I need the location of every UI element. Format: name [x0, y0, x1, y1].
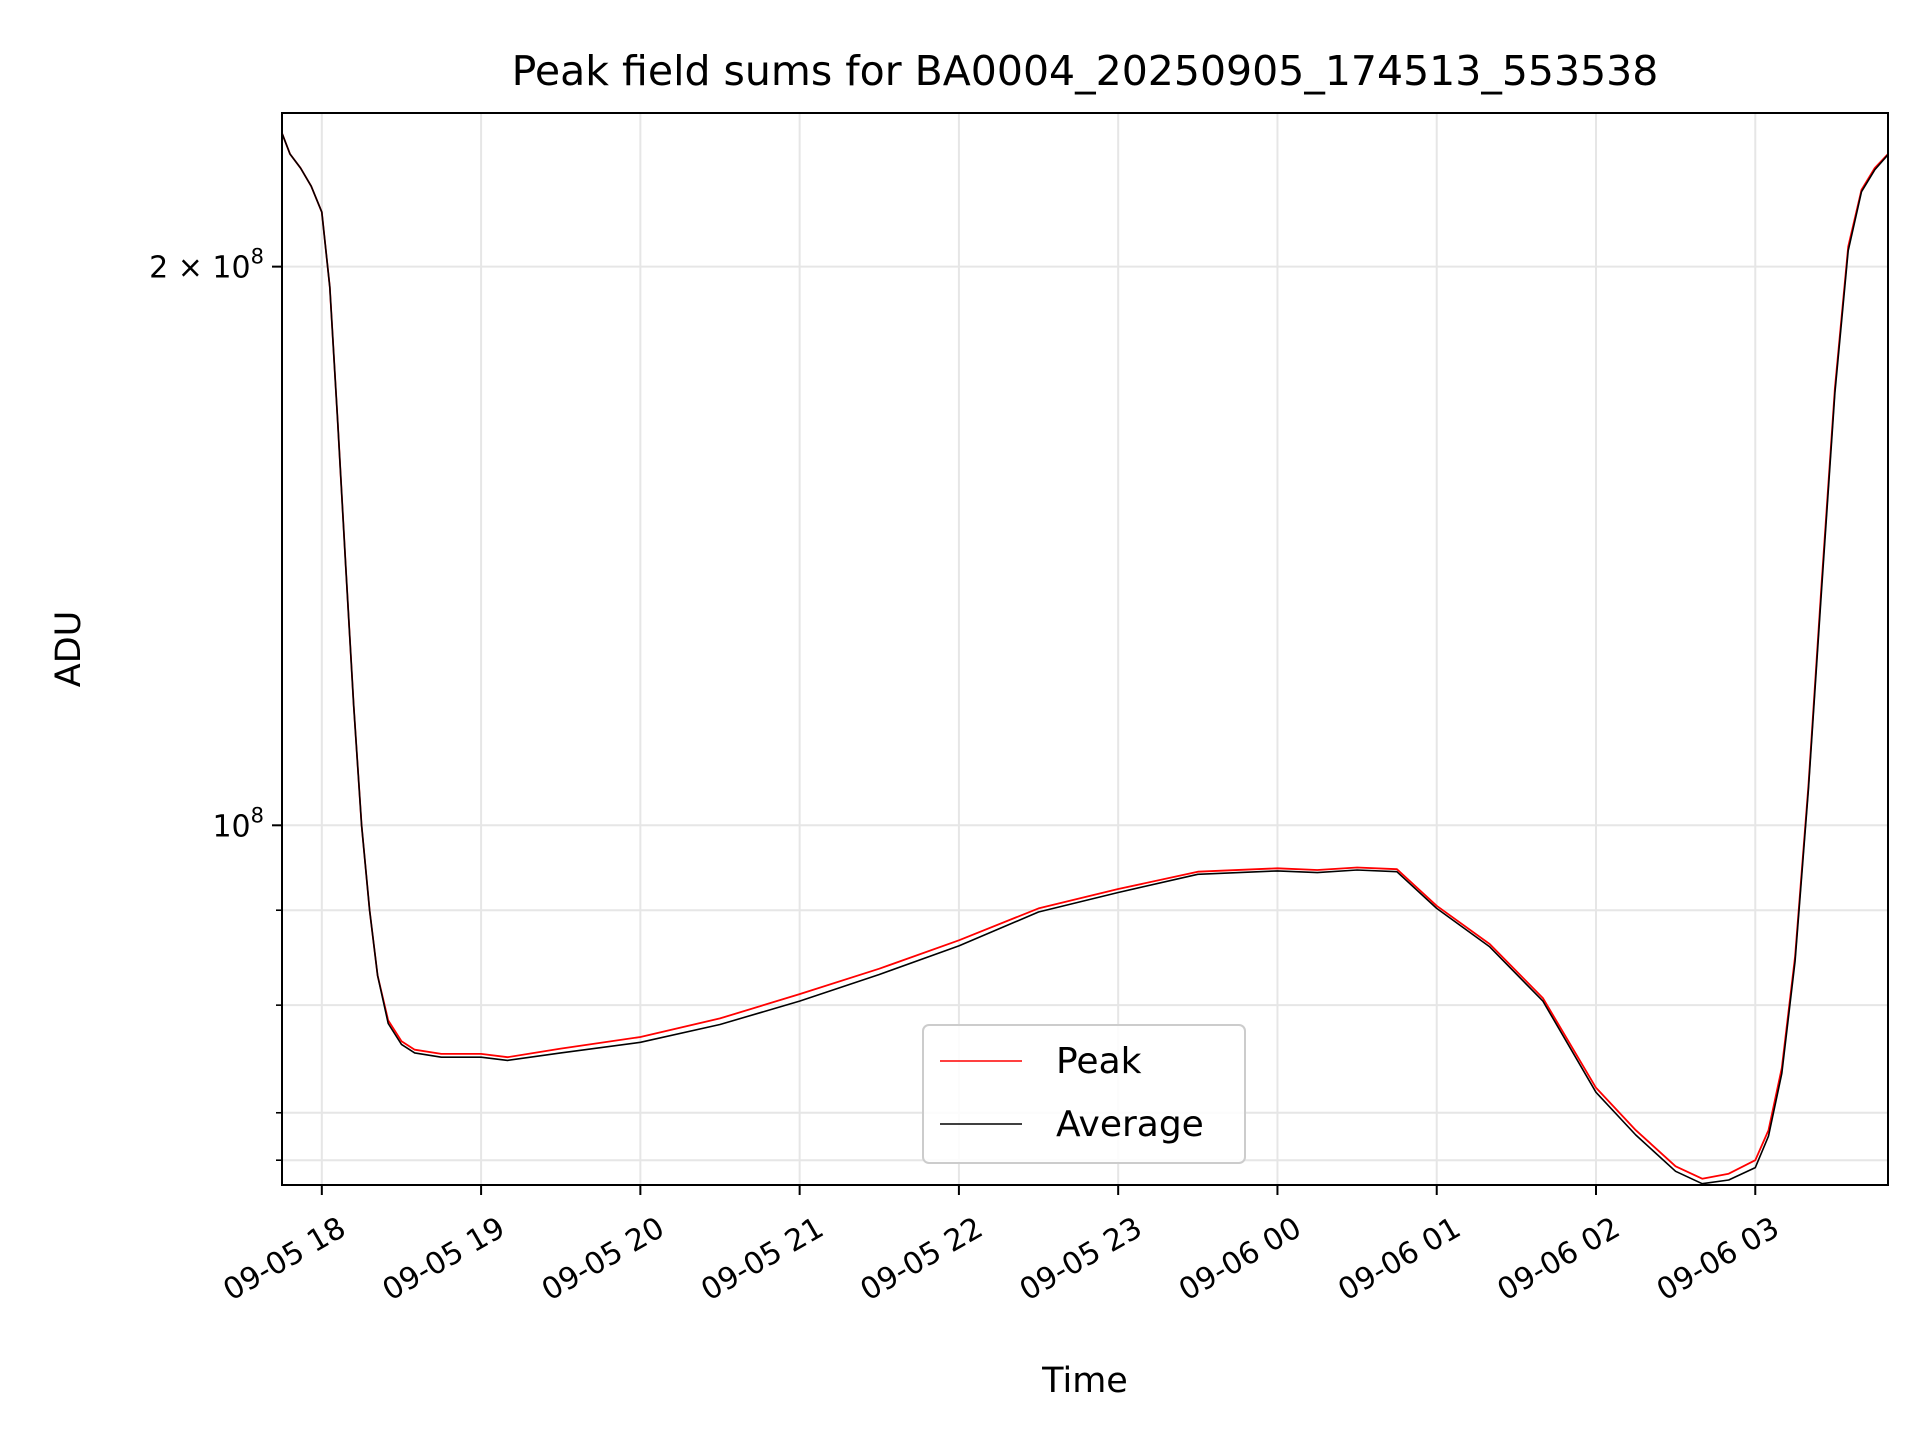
legend-label-average: Average	[1056, 1104, 1204, 1145]
legend-label-peak: Peak	[1056, 1041, 1142, 1082]
series-layer	[281, 132, 1889, 1185]
plot-frame	[281, 112, 1889, 1186]
chart-title: Peak field sums for BA0004_20250905_1745…	[512, 47, 1659, 95]
series-average-line	[281, 132, 1889, 1185]
x-axis-label: Time	[1041, 1361, 1128, 1401]
legend-box	[922, 1024, 1246, 1164]
legend: Peak Average	[922, 1024, 1246, 1164]
y-tick-label: 2 × 108	[149, 245, 264, 286]
y-tick-label: 108	[212, 803, 264, 844]
y-axis-label: ADU	[49, 611, 89, 688]
